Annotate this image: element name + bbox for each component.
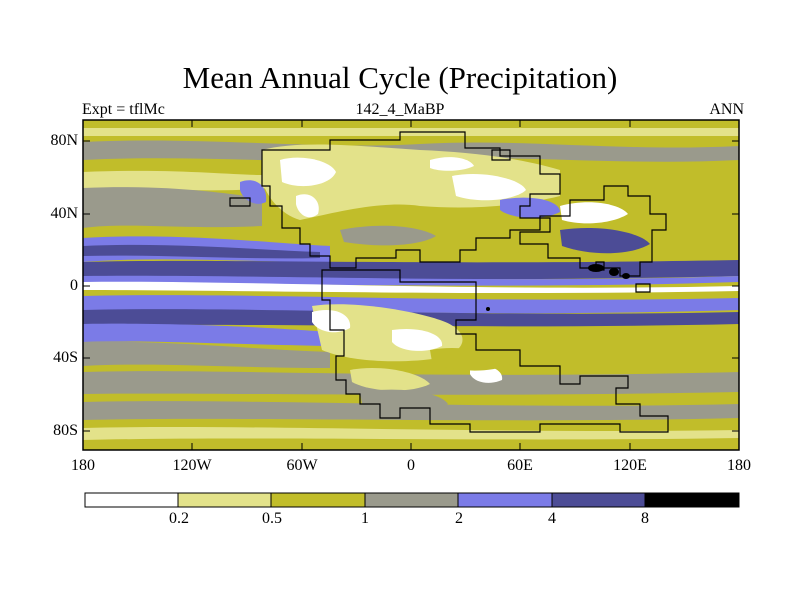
precipitation-field xyxy=(83,120,739,450)
colorbar-box xyxy=(364,492,459,508)
lon-tick-label-120e: 120E xyxy=(613,457,647,474)
colorbar-box xyxy=(270,492,366,508)
colorbar-level-label: 0.2 xyxy=(169,510,189,527)
dry-patch-central xyxy=(452,173,526,201)
lat-tick-label-40s: 40S xyxy=(53,349,78,366)
olive-patch-southern-land xyxy=(430,347,510,371)
lon-tick-label-60e: 60E xyxy=(507,457,533,474)
band-south-pacific-blue xyxy=(83,323,330,346)
experiment-label: Expt = tflMc xyxy=(82,101,165,118)
band-antarctic-light xyxy=(83,427,739,440)
lon-tick-label-180w: 180 xyxy=(71,457,95,474)
colorbar-level-label: 2 xyxy=(455,510,463,527)
colorbar-box xyxy=(457,492,553,508)
island-outline xyxy=(595,261,605,271)
dry-patch-south-center xyxy=(392,328,443,351)
dry-patch-east xyxy=(560,202,628,224)
colorbar-box xyxy=(644,492,740,508)
lon-tick-label-120w: 120W xyxy=(172,457,212,474)
lon-tick-label-60w: 60W xyxy=(286,457,318,474)
dry-patch-southwest xyxy=(296,194,319,218)
island-outline xyxy=(491,149,511,161)
monsoon-dark xyxy=(560,227,650,254)
extreme-precip-spot xyxy=(486,307,490,311)
lon-tick-label-0: 0 xyxy=(407,457,415,474)
plot-title: Mean Annual Cycle (Precipitation) xyxy=(182,60,618,95)
colorbar-box xyxy=(551,492,646,508)
light-patch-southern-land xyxy=(350,367,430,391)
axis-ticks xyxy=(83,120,739,450)
colorbar-level-label: 8 xyxy=(641,510,649,527)
band-npacific-light xyxy=(83,170,270,191)
island-outline xyxy=(229,197,251,207)
island-outline xyxy=(635,283,651,293)
colorbar-level-label: 4 xyxy=(548,510,556,527)
colorbar-box xyxy=(177,492,272,508)
band-north-tropics-dark xyxy=(83,244,320,259)
lat-tick-label-80n: 80N xyxy=(50,132,78,149)
band-south-pacific-gray xyxy=(83,341,330,368)
gray-patch-southern-land xyxy=(360,389,448,412)
lat-tick-label-eq: 0 xyxy=(70,277,78,294)
dry-patch-south-west xyxy=(312,309,351,333)
band-itcz-dark xyxy=(83,260,739,280)
period-label: 142_4_MaBP xyxy=(355,101,445,118)
wet-patch-central-east xyxy=(500,197,560,218)
band-south-tropics-blue xyxy=(83,295,739,314)
colorbar xyxy=(84,492,740,508)
extreme-precip-spot xyxy=(609,268,619,276)
band-equator-dry xyxy=(83,281,739,293)
lat-tick-label-80s: 80S xyxy=(53,422,78,439)
season-label: ANN xyxy=(709,101,744,118)
lon-tick-label-180e: 180 xyxy=(727,457,751,474)
northern-continent-semiarid xyxy=(262,144,560,220)
coastlines xyxy=(229,131,669,433)
colorbar-level-label: 1 xyxy=(361,510,369,527)
dry-patch-north xyxy=(430,157,474,171)
dry-patch-west xyxy=(280,157,336,187)
lat-tick-label-40n: 40N xyxy=(50,205,78,222)
northern-landmass-outline xyxy=(261,131,667,277)
southern-landmass-outline xyxy=(321,269,669,433)
gray-patch-north-center xyxy=(340,225,436,246)
colorbar-level-label: 0.5 xyxy=(262,510,282,527)
colorbar-box xyxy=(84,492,179,508)
band-npacific-gray xyxy=(83,187,262,228)
